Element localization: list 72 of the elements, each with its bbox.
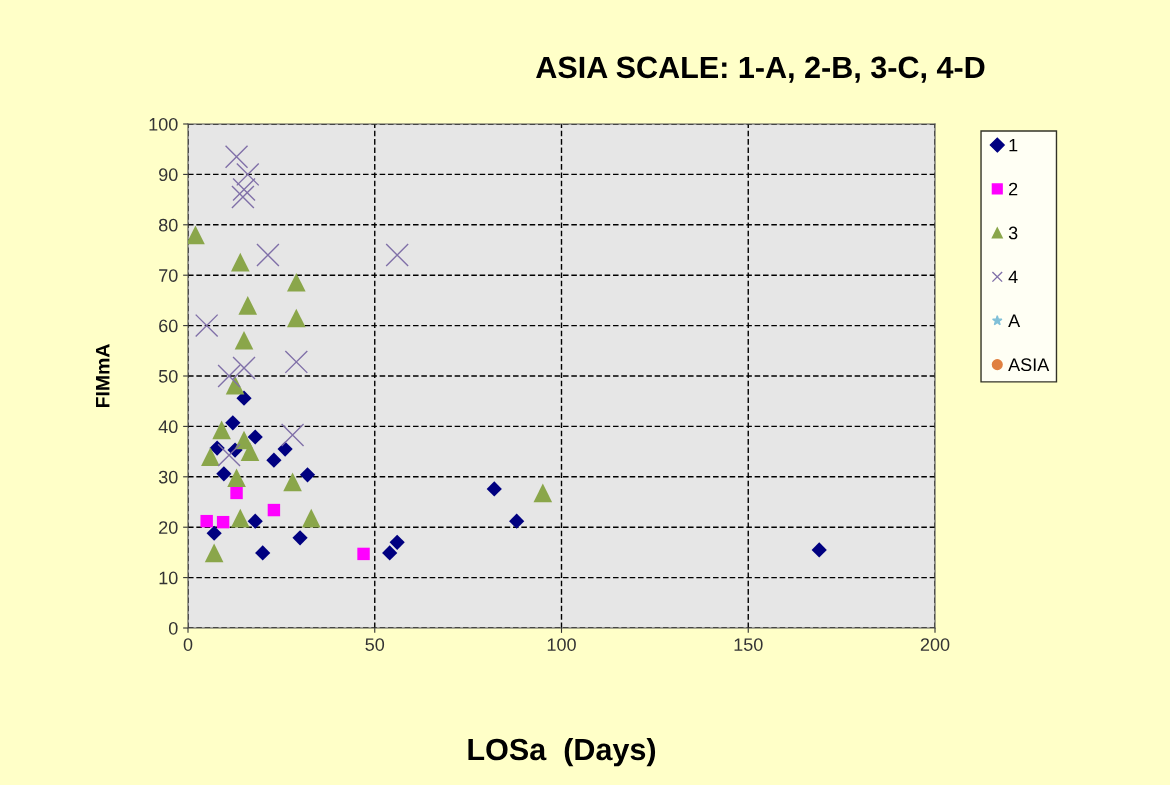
point [230,508,250,528]
point [201,447,220,466]
point [266,452,282,468]
x-tick-label: 200 [920,638,950,651]
point [247,513,263,529]
point [200,514,213,528]
point [206,525,222,541]
x-tick-label: 150 [734,638,763,651]
x-tick-label: 0 [183,638,193,651]
point [385,243,409,267]
point [389,534,405,550]
point [247,429,263,445]
point [287,308,306,328]
point [357,547,370,561]
legend-label: ASIA [1008,358,1050,372]
y-tick-label: 40 [158,420,178,434]
point [255,545,271,561]
y-tick-label: 100 [149,117,178,131]
y-tick-label: 50 [158,369,178,383]
point [224,145,249,169]
point [227,468,246,488]
point [236,162,260,187]
y-tick-label: 80 [158,218,178,232]
chart-title: ASIA SCALE: 1-A, 2-B, 3-C, 4-D [536,56,985,83]
point [299,467,316,483]
x-tick-label: 100 [547,638,576,651]
point [230,486,243,500]
y-tick-label: 0 [168,621,178,635]
point [230,252,250,272]
point [232,177,256,202]
point [287,272,306,292]
point [811,542,827,558]
legend-label: 2 [1009,182,1018,196]
point [194,313,219,338]
y-tick-label: 90 [159,168,178,182]
point [212,420,231,440]
point [240,442,260,461]
point [231,185,255,209]
point [382,545,398,561]
x-axis-title: LOSa (Days) [468,737,656,767]
y-tick-label: 10 [159,571,178,585]
point [217,364,241,388]
legend-label: A [1008,314,1021,327]
point [267,503,281,517]
point [509,513,525,529]
point [486,481,502,497]
y-tick-label: 30 [158,470,178,484]
y-tick-label: 60 [159,319,178,333]
point [284,350,308,374]
point [283,472,302,492]
point [225,415,241,431]
legend-label: 1 [1009,138,1018,152]
point [216,515,230,529]
legend-label: 4 [1008,270,1018,284]
point [238,296,258,315]
point [234,330,254,350]
x-tick-label: 50 [365,638,385,651]
point [533,483,553,503]
point [301,508,321,528]
point [277,441,293,457]
y-axis-title: FIMmA [96,344,110,408]
point [204,543,224,563]
y-tick-label: 20 [159,521,178,534]
point [216,466,232,482]
point [280,423,305,447]
point [292,530,308,546]
legend-label: 3 [1008,226,1018,240]
point [232,356,256,380]
point [217,443,241,467]
point [256,243,280,267]
y-tick-label: 70 [159,269,178,282]
point [236,390,252,406]
